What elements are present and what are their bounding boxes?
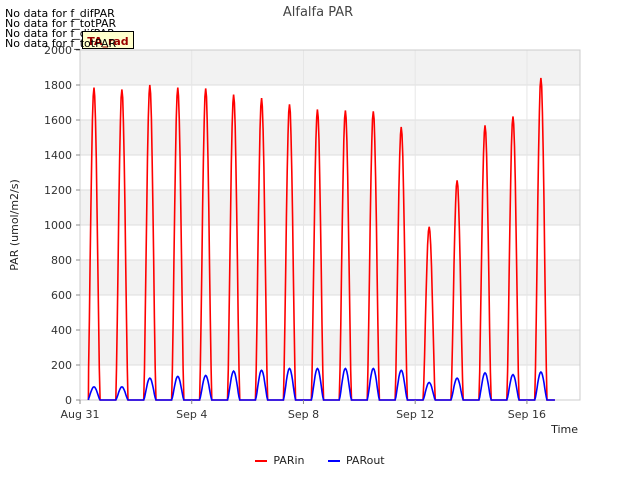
y-tick-label: 1400 [44, 149, 72, 162]
y-tick-label: 1200 [44, 184, 72, 197]
x-tick-label: Sep 12 [396, 408, 434, 421]
legend-label-parin: PARin [273, 454, 305, 467]
grid-band [80, 260, 580, 295]
y-tick-label: 1000 [44, 219, 72, 232]
legend-item-parout: PARout [328, 454, 385, 467]
y-axis-label: PAR (umol/m2/s) [8, 179, 21, 271]
annotation-no-data-totpar-1: No data for f_totPAR [5, 17, 117, 30]
annotation-no-data-difpar-1: No data for f_difPAR [5, 7, 115, 20]
grid-band [80, 50, 580, 85]
y-tick-label: 800 [51, 254, 72, 267]
y-tick-label: 600 [51, 289, 72, 302]
x-tick-label: Sep 4 [176, 408, 207, 421]
chart-title: Alfalfa PAR [283, 5, 353, 20]
x-axis-label: Time [550, 423, 578, 436]
annotation-no-data-totpar-2: No data for f_totPAR [5, 37, 117, 50]
y-tick-label: 400 [51, 324, 72, 337]
y-tick-label: 1800 [44, 79, 72, 92]
legend-swatch-parout [328, 460, 340, 462]
y-tick-label: 1600 [44, 114, 72, 127]
series-line-parin [87, 77, 555, 401]
legend-item-parin: PARin [255, 454, 305, 467]
grid-band [80, 120, 580, 155]
chart-legend: PARin PARout [0, 454, 640, 467]
annotation-no-data-difpar-2: No data for f_difPAR [5, 27, 115, 40]
y-tick-label: 2000 [44, 44, 72, 57]
x-tick-label: Sep 16 [508, 408, 546, 421]
x-tick-label: Sep 8 [288, 408, 319, 421]
series-line-parout [87, 367, 555, 401]
grid-band [80, 190, 580, 225]
grid-band [80, 330, 580, 365]
legend-swatch-parin [255, 460, 268, 462]
x-tick-label: Aug 31 [61, 408, 100, 421]
ta-rad-tag: TA_rad [82, 31, 134, 49]
legend-label-parout: PARout [346, 454, 385, 467]
y-tick-label: 0 [65, 394, 72, 407]
y-tick-label: 200 [51, 359, 72, 372]
